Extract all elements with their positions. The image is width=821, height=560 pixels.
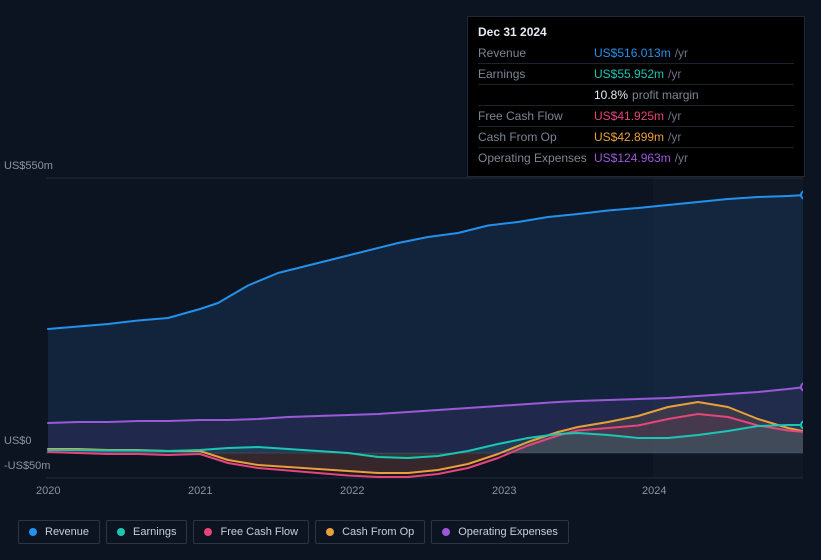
x-axis-tick: 2024 [642,485,666,497]
tooltip-row-label: Operating Expenses [478,151,594,165]
chart-tooltip: Dec 31 2024 RevenueUS$516.013m/yrEarning… [467,16,805,177]
legend-dot-icon [326,528,334,536]
legend-item-earnings[interactable]: Earnings [106,520,187,544]
x-axis-tick: 2022 [340,485,364,497]
legend-dot-icon [117,528,125,536]
legend-item-label: Revenue [45,526,89,538]
tooltip-row: Cash From OpUS$42.899m/yr [478,126,794,147]
legend-dot-icon [29,528,37,536]
tooltip-row-subvalue: 10.8%profit margin [594,88,699,102]
tooltip-row-value: US$41.925m/yr [594,109,681,123]
legend-item-label: Operating Expenses [458,526,558,538]
x-axis-tick: 2023 [492,485,516,497]
tooltip-row: RevenueUS$516.013m/yr [478,43,794,63]
tooltip-row: 10.8%profit margin [478,84,794,105]
legend-dot-icon [442,528,450,536]
legend-item-cfo[interactable]: Cash From Op [315,520,425,544]
tooltip-row-label: Cash From Op [478,130,594,144]
x-axis-tick: 2021 [188,485,212,497]
legend-item-fcf[interactable]: Free Cash Flow [193,520,309,544]
tooltip-row-value: US$55.952m/yr [594,67,681,81]
legend-dot-icon [204,528,212,536]
tooltip-row: Free Cash FlowUS$41.925m/yr [478,105,794,126]
tooltip-row-value: US$124.963m/yr [594,151,688,165]
tooltip-row-label: Earnings [478,67,594,81]
tooltip-row-value: US$42.899m/yr [594,130,681,144]
tooltip-row: Operating ExpensesUS$124.963m/yr [478,147,794,168]
x-axis-tick: 2020 [36,485,60,497]
chart-plot-area[interactable] [18,160,803,480]
chart-legend: Revenue Earnings Free Cash Flow Cash From O… [18,520,569,544]
x-axis: 2020 2021 2022 2023 2024 [18,485,803,501]
tooltip-row: EarningsUS$55.952m/yr [478,63,794,84]
tooltip-date: Dec 31 2024 [478,23,794,43]
legend-item-revenue[interactable]: Revenue [18,520,100,544]
legend-item-opex[interactable]: Operating Expenses [431,520,569,544]
legend-item-label: Cash From Op [342,526,414,538]
legend-item-label: Free Cash Flow [220,526,298,538]
tooltip-row-label: Revenue [478,46,594,60]
tooltip-row-value: US$516.013m/yr [594,46,688,60]
chart-svg [18,160,803,480]
tooltip-row-label: Free Cash Flow [478,109,594,123]
legend-item-label: Earnings [133,526,176,538]
